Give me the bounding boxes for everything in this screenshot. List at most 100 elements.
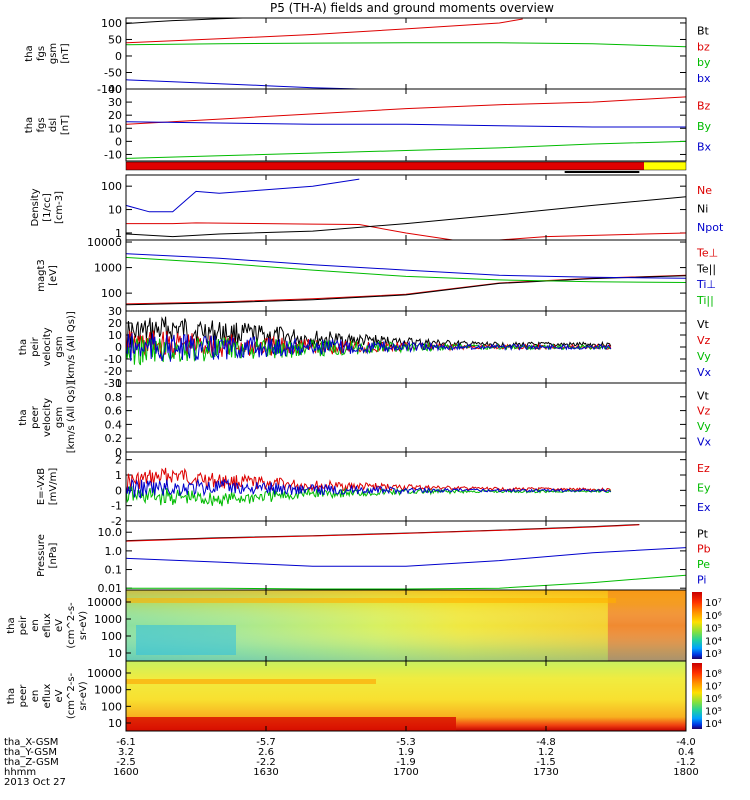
y-tick-label: -1: [111, 500, 122, 513]
legend-Bt: Bt: [697, 25, 710, 38]
x-row-value: -6.1: [116, 737, 136, 748]
x-row-label: tha_Y-GSM: [4, 747, 57, 758]
y-tick-label: 1000: [94, 613, 122, 626]
y-axis-label: sr-eV): [78, 681, 89, 710]
series-By: [125, 140, 687, 159]
y-axis-label: [1/cc]: [42, 193, 53, 222]
legend-Vy: Vy: [697, 350, 711, 363]
y-axis-label: tha: [24, 45, 35, 61]
x-row-value: 1600: [113, 767, 138, 778]
y-tick-label: 1.0: [105, 545, 123, 558]
legend-By: By: [697, 120, 712, 133]
y-axis-label: [eV]: [48, 265, 59, 286]
heatmap-band: [126, 679, 376, 684]
colorbar-tick-label: 10⁵: [705, 707, 722, 718]
y-axis-label: [km/s (All Qs)]: [66, 382, 77, 454]
y-axis-label: en: [30, 690, 41, 703]
x-row-label: hhmm: [4, 767, 36, 778]
y-axis-label: velocity: [42, 398, 53, 437]
x-row-value: 1.2: [538, 747, 554, 758]
y-tick-label: -10: [104, 353, 122, 366]
series-Ti⊥: [125, 253, 687, 279]
x-row-value: 1.9: [398, 747, 414, 758]
y-tick-label: 0: [115, 446, 122, 459]
y-tick-label: 0: [115, 50, 122, 63]
y-tick-label: 0.01: [98, 582, 123, 595]
y-axis-label: eflux: [42, 613, 53, 638]
y-axis-label: peir: [30, 336, 41, 356]
series-Npot: [125, 178, 360, 213]
legend-Ez: Ez: [697, 462, 710, 475]
y-axis-label: fgs: [36, 117, 47, 132]
status-bar-yellow: [644, 162, 686, 170]
legend-Ni: Ni: [697, 202, 708, 215]
legend-Pt: Pt: [697, 527, 709, 540]
legend-Vy: Vy: [697, 420, 711, 433]
x-row-value: -4.8: [536, 737, 556, 748]
y-axis-label: [nPa]: [48, 542, 59, 568]
y-axis-label: velocity: [42, 327, 53, 366]
panel-density: 100 10 1 Ne Ni Npot Density [1/cc] [cm-3]: [30, 174, 724, 241]
series-bx: [125, 79, 383, 90]
colorbar: [692, 592, 702, 659]
x-row-value: -1.9: [396, 757, 416, 768]
legend-Ti||: Ti||: [696, 294, 714, 307]
y-tick-label: -100: [97, 83, 122, 96]
status-bar-red: [126, 162, 644, 170]
y-axis-label: [mV/m]: [48, 468, 59, 506]
legend-Vt: Vt: [697, 389, 710, 402]
series-bz: [125, 18, 523, 44]
y-tick-label: 1: [115, 377, 122, 390]
x-axis-annotation: tha_X-GSM -6.1 -5.7 -5.3 -4.8 -4.0 tha_Y-GSM 3.…: [4, 737, 699, 788]
y-axis-label: peer: [30, 405, 41, 429]
y-tick-label: 1: [115, 227, 122, 240]
legend-Vt: Vt: [697, 318, 710, 331]
colorbar-tick-label: 10⁷: [705, 598, 722, 609]
series-Te⊥: [125, 274, 687, 305]
heatmap-band: [126, 598, 616, 603]
y-axis-label: eflux: [42, 684, 53, 709]
legend-bz: bz: [697, 40, 710, 53]
y-tick-label: -2: [111, 515, 122, 528]
y-axis-label: Density: [30, 188, 41, 226]
x-row-value: -1.5: [536, 757, 556, 768]
series-Pb: [125, 524, 640, 542]
panel-fgs_gsm: 100 50 0 -50 -100 Bt bz by bx tha fgs gsm [nT]: [24, 17, 711, 96]
y-axis-label: tha: [24, 117, 35, 133]
y-tick-label: 1000: [94, 262, 122, 275]
y-tick-label: 1000: [94, 684, 122, 697]
legend-Ey: Ey: [697, 481, 711, 494]
y-axis-label: [nT]: [60, 43, 71, 63]
y-tick-label: 100: [101, 287, 122, 300]
y-tick-label: 10.0: [98, 526, 123, 539]
y-axis-label: tha: [18, 339, 29, 355]
y-axis-label: (cm^2-s-: [66, 602, 77, 649]
y-axis-label: [km/s (All Qs)]: [66, 311, 77, 383]
x-row-value: 1800: [673, 767, 698, 778]
series-Ex: [125, 478, 611, 500]
y-tick-label: 0.6: [105, 405, 123, 418]
y-axis-label: fgs: [36, 46, 47, 61]
y-tick-label: 10: [108, 204, 122, 217]
y-axis-label: E=-VxB: [36, 468, 47, 505]
legend-Te||: Te||: [696, 262, 716, 275]
y-axis-label: tha: [6, 617, 17, 633]
x-row-value: 0.4: [678, 747, 694, 758]
x-date-label: 2013 Oct 27: [4, 777, 66, 788]
y-tick-label: 0.4: [105, 418, 123, 431]
x-row-value: -2.5: [116, 757, 136, 768]
x-row-value: -5.3: [396, 737, 416, 748]
y-axis-label: eV: [54, 689, 65, 702]
y-tick-label: 10000: [87, 596, 122, 609]
x-row-value: 2.6: [258, 747, 274, 758]
y-tick-label: 0.1: [105, 564, 123, 577]
figure-title: P5 (TH-A) fields and ground moments over…: [270, 1, 554, 15]
y-axis-label: tha: [18, 409, 29, 425]
y-tick-label: 10: [108, 717, 122, 730]
panel-frame: [125, 239, 687, 312]
y-tick-label: 100: [101, 180, 122, 193]
